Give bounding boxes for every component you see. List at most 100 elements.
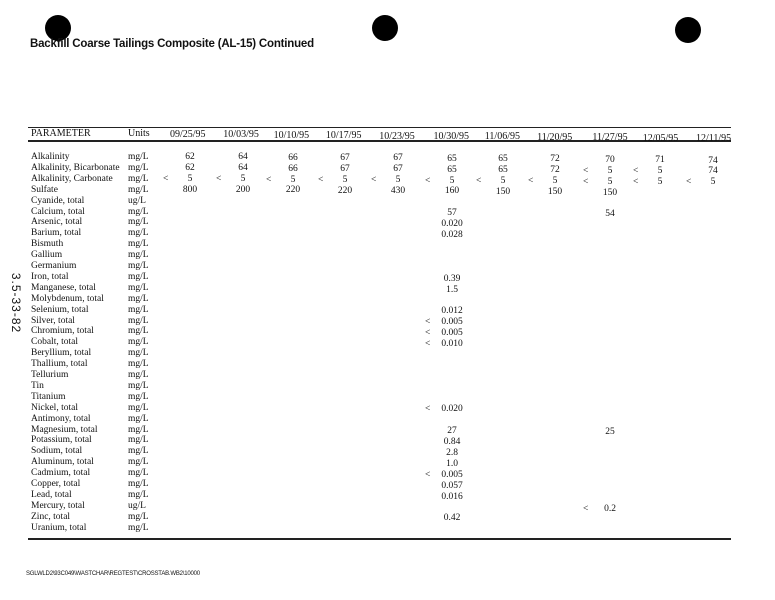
result-value: 5 bbox=[607, 176, 613, 187]
result-value: 67 bbox=[393, 164, 403, 175]
parameter-name: Beryllium, total bbox=[31, 348, 92, 359]
file-path-footer: SGLWLD2\93C049\WASTCHAR\REGTEST\CROSSTAB… bbox=[26, 571, 200, 577]
parameter-name: Cadmium, total bbox=[31, 468, 91, 479]
punch-hole-left bbox=[45, 15, 71, 41]
parameter-units: mg/L bbox=[128, 435, 149, 446]
less-than-qualifier: < bbox=[633, 176, 639, 187]
parameter-units: mg/L bbox=[128, 511, 149, 522]
less-than-qualifier: < bbox=[633, 166, 639, 177]
parameter-units: mg/L bbox=[128, 217, 149, 228]
parameter-units: mg/L bbox=[128, 152, 149, 162]
result-value: 150 bbox=[547, 187, 563, 198]
parameter-units: mg/L bbox=[128, 522, 149, 533]
result-value: 65 bbox=[498, 154, 508, 165]
parameter-units: mg/L bbox=[128, 304, 149, 315]
result-value: 220 bbox=[337, 185, 353, 196]
parameter-name: Chromium, total bbox=[31, 326, 94, 337]
parameter-name: Barium, total bbox=[31, 228, 82, 239]
result-value: 72 bbox=[550, 154, 560, 165]
parameter-units: mg/L bbox=[128, 173, 149, 184]
header-bottom-rule bbox=[28, 140, 731, 142]
less-than-qualifier: < bbox=[476, 175, 482, 186]
less-than-qualifier: < bbox=[583, 165, 589, 176]
less-than-qualifier: < bbox=[425, 469, 431, 480]
result-value: 66 bbox=[288, 163, 298, 174]
parameter-name: Alkalinity, Bicarbonate bbox=[31, 162, 120, 173]
result-value: 62 bbox=[185, 152, 195, 162]
date-column-header: 11/20/95 bbox=[537, 131, 573, 143]
result-value: 0.005 bbox=[441, 317, 463, 328]
parameter-units: mg/L bbox=[128, 315, 149, 326]
less-than-qualifier: < bbox=[425, 317, 431, 328]
parameter-name: Tin bbox=[31, 380, 44, 391]
less-than-qualifier: < bbox=[216, 174, 222, 185]
parameter-units: mg/L bbox=[128, 457, 149, 468]
parameter-units: mg/L bbox=[128, 206, 149, 217]
parameter-name: Mercury, total bbox=[31, 500, 85, 511]
date-column-header: 12/05/95 bbox=[642, 132, 679, 144]
parameter-name: Gallium bbox=[31, 250, 63, 261]
parameter-units: mg/L bbox=[128, 250, 149, 261]
result-value: 54 bbox=[605, 209, 615, 220]
parameter-units: mg/L bbox=[128, 228, 149, 239]
less-than-qualifier: < bbox=[686, 177, 692, 188]
parameter-units: mg/L bbox=[128, 239, 149, 250]
date-column-header: 12/11/95 bbox=[696, 133, 732, 144]
date-column-header: 09/25/95 bbox=[170, 129, 206, 140]
result-value: 0.028 bbox=[441, 230, 463, 241]
less-than-qualifier: < bbox=[318, 174, 324, 185]
date-column-header: 10/30/95 bbox=[433, 131, 470, 142]
result-value: 0.005 bbox=[441, 469, 463, 480]
result-value: 71 bbox=[655, 155, 665, 166]
parameter-name: Germanium bbox=[31, 261, 77, 271]
parameter-name: Lead, total bbox=[31, 489, 72, 500]
parameter-name: Copper, total bbox=[31, 479, 81, 489]
parameter-name: Tellurium bbox=[31, 370, 69, 380]
parameter-units: mg/L bbox=[128, 402, 149, 413]
result-value: 150 bbox=[495, 186, 511, 197]
result-value: 0.42 bbox=[443, 513, 461, 524]
parameter-units: mg/L bbox=[128, 413, 149, 424]
less-than-qualifier: < bbox=[163, 173, 169, 184]
parameter-units: mg/L bbox=[128, 348, 149, 359]
less-than-qualifier: < bbox=[425, 339, 431, 350]
parameter-units: mg/L bbox=[128, 468, 149, 479]
parameter-units: mg/L bbox=[128, 293, 149, 304]
result-value: 5 bbox=[240, 174, 246, 185]
result-value: 430 bbox=[390, 186, 406, 197]
parameter-units: mg/L bbox=[128, 424, 149, 435]
parameter-units: ug/L bbox=[128, 500, 146, 511]
result-value: 0.020 bbox=[441, 219, 463, 230]
result-value: 5 bbox=[552, 176, 558, 187]
result-value: 27 bbox=[447, 426, 457, 437]
date-column-header: 10/03/95 bbox=[223, 129, 259, 141]
table-bottom-rule bbox=[28, 538, 731, 540]
result-value: 0.84 bbox=[443, 437, 461, 448]
result-value: 5 bbox=[710, 177, 716, 188]
result-value: 62 bbox=[185, 162, 195, 173]
parameter-units: mg/L bbox=[128, 282, 149, 293]
less-than-qualifier: < bbox=[425, 175, 431, 186]
result-value: 5 bbox=[657, 176, 663, 187]
parameter-units: mg/L bbox=[128, 446, 149, 457]
parameter-units: mg/L bbox=[128, 261, 149, 271]
result-value: 64 bbox=[238, 163, 248, 174]
parameter-units: mg/L bbox=[128, 489, 149, 500]
result-value: 220 bbox=[285, 185, 301, 196]
result-value: 0.016 bbox=[441, 491, 463, 502]
parameter-name: Iron, total bbox=[31, 271, 69, 282]
punch-hole-center bbox=[372, 15, 398, 41]
parameter-name: Nickel, total bbox=[31, 402, 78, 413]
parameter-units: mg/L bbox=[128, 380, 149, 391]
result-value: 65 bbox=[447, 164, 457, 175]
parameter-name: Cyanide, total bbox=[31, 195, 85, 206]
punch-hole-right bbox=[675, 17, 701, 43]
parameter-name: Antimony, total bbox=[31, 413, 91, 424]
result-value: 0.010 bbox=[441, 339, 463, 350]
units-header: Units bbox=[128, 128, 150, 139]
less-than-qualifier: < bbox=[371, 175, 377, 186]
parameter-units: mg/L bbox=[128, 337, 149, 348]
result-value: 5 bbox=[342, 174, 348, 185]
parameter-name: Magnesium, total bbox=[31, 424, 98, 435]
result-value: 800 bbox=[182, 184, 198, 195]
